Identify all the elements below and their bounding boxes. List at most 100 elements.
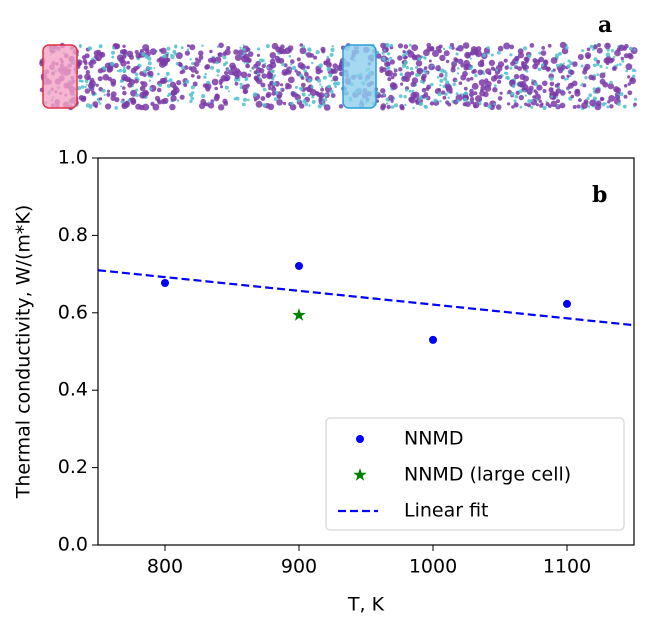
atom	[87, 87, 90, 91]
atom	[106, 92, 111, 97]
atom	[567, 59, 571, 63]
atom	[486, 46, 490, 50]
atom	[233, 49, 239, 55]
atom	[543, 59, 548, 64]
atom	[530, 99, 534, 103]
atom	[375, 53, 382, 59]
atom	[443, 50, 450, 57]
atom	[563, 77, 567, 81]
atom	[445, 84, 452, 91]
atom	[147, 61, 152, 66]
atom	[389, 56, 393, 60]
atom	[509, 66, 513, 70]
atom	[389, 43, 394, 48]
atom	[616, 63, 619, 66]
atom	[315, 68, 322, 75]
atom	[437, 88, 441, 92]
atom	[323, 97, 328, 102]
atom	[330, 79, 333, 82]
atom	[87, 46, 92, 51]
atom	[387, 52, 391, 56]
atom	[299, 47, 307, 55]
atom	[507, 102, 511, 106]
atom	[222, 62, 227, 67]
atom	[471, 82, 479, 90]
atom	[478, 79, 486, 86]
atom	[218, 42, 224, 49]
atom	[581, 82, 584, 85]
atom	[305, 76, 308, 79]
atom	[270, 69, 275, 74]
atom	[558, 68, 563, 74]
atom	[123, 66, 126, 70]
atom	[266, 91, 272, 98]
atom	[97, 76, 103, 82]
atom	[566, 77, 569, 81]
atom	[320, 46, 326, 53]
atom	[109, 61, 115, 67]
atom	[303, 69, 307, 73]
atom	[288, 54, 292, 58]
atom	[412, 106, 415, 110]
atom	[203, 75, 207, 79]
atom	[541, 63, 545, 67]
atom	[301, 45, 306, 49]
atom	[451, 65, 456, 70]
atom	[98, 97, 103, 101]
atom	[209, 49, 213, 54]
atom	[567, 88, 570, 91]
atom	[122, 68, 127, 73]
atom	[442, 47, 446, 51]
atom	[423, 56, 427, 60]
atom	[320, 85, 323, 88]
atom	[609, 104, 614, 109]
atom	[617, 102, 621, 106]
atom	[452, 82, 456, 87]
atom	[431, 66, 435, 70]
atom	[255, 67, 262, 73]
atom	[307, 47, 312, 52]
atom	[411, 54, 417, 59]
atom	[587, 105, 591, 108]
atom	[401, 75, 407, 82]
atom	[430, 82, 434, 87]
atom	[625, 69, 629, 73]
atom	[482, 53, 487, 58]
atom	[429, 101, 435, 106]
atom	[85, 103, 91, 108]
atom	[90, 59, 97, 65]
atom	[245, 63, 251, 69]
atom	[514, 55, 520, 62]
atom	[127, 99, 131, 102]
atom	[319, 83, 322, 86]
atom	[627, 82, 631, 86]
atom	[604, 42, 611, 50]
atom	[162, 97, 169, 104]
atom	[110, 81, 116, 87]
atom	[392, 72, 397, 77]
atom	[207, 102, 215, 109]
atom	[541, 46, 546, 50]
atom	[383, 60, 386, 63]
atom	[496, 79, 502, 85]
atom	[550, 95, 554, 98]
atom	[399, 72, 404, 77]
atom	[538, 51, 542, 55]
atom	[222, 51, 228, 56]
atom	[542, 89, 547, 93]
atom	[192, 81, 198, 87]
atom	[479, 90, 486, 97]
atom	[84, 85, 87, 89]
atom	[385, 43, 390, 48]
atom	[327, 84, 331, 89]
atom	[397, 43, 404, 49]
atom	[536, 84, 543, 91]
atom	[416, 67, 424, 75]
atom	[398, 94, 403, 98]
atom	[593, 44, 598, 50]
atom	[404, 103, 407, 107]
atom	[404, 55, 408, 59]
atom	[335, 81, 341, 86]
atom	[223, 70, 229, 76]
atom	[276, 99, 283, 106]
